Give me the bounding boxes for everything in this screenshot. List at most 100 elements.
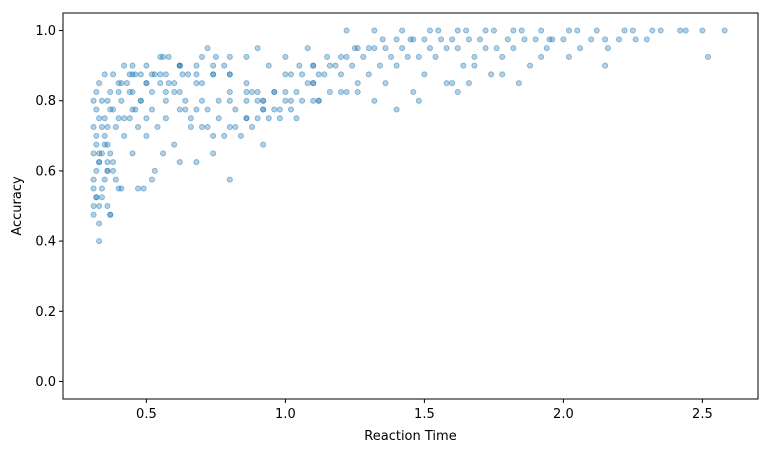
data-point (143, 62, 150, 69)
data-point (101, 115, 108, 122)
data-point (254, 88, 261, 95)
data-point (115, 115, 122, 122)
data-point (532, 36, 539, 43)
data-point (538, 53, 545, 60)
data-point (148, 106, 155, 113)
data-point (226, 53, 233, 60)
data-point (260, 141, 267, 148)
data-point (112, 124, 119, 131)
data-point (649, 27, 656, 34)
data-point (226, 176, 233, 183)
data-point (407, 36, 414, 43)
data-point (129, 62, 136, 69)
data-point (162, 97, 169, 104)
data-point (110, 167, 117, 174)
y-tick-label: 0.4 (35, 235, 56, 250)
data-point (426, 45, 433, 52)
data-point (449, 80, 456, 87)
data-point (148, 176, 155, 183)
data-point (187, 124, 194, 131)
data-point (135, 124, 142, 131)
data-point (265, 62, 272, 69)
data-point (98, 124, 105, 131)
data-point (471, 62, 478, 69)
data-point (140, 185, 147, 192)
data-point (176, 159, 183, 166)
data-point (354, 88, 361, 95)
data-point (493, 45, 500, 52)
data-point (518, 27, 525, 34)
data-point (126, 71, 133, 78)
data-point (137, 97, 144, 104)
data-point (96, 159, 103, 166)
data-point (90, 211, 97, 218)
data-point (162, 71, 169, 78)
data-point (232, 124, 239, 131)
data-point (510, 27, 517, 34)
data-point (126, 115, 133, 122)
data-point (93, 167, 100, 174)
data-point (171, 88, 178, 95)
data-point (204, 124, 211, 131)
data-point (538, 27, 545, 34)
data-point (515, 80, 522, 87)
data-point (93, 141, 100, 148)
data-point (704, 53, 711, 60)
scatter-points (90, 27, 728, 245)
data-point (574, 27, 581, 34)
data-point (157, 71, 164, 78)
data-point (438, 36, 445, 43)
data-point (96, 115, 103, 122)
data-point (449, 36, 456, 43)
data-point (465, 36, 472, 43)
data-point (198, 124, 205, 131)
data-point (482, 27, 489, 34)
data-point (226, 124, 233, 131)
data-point (182, 106, 189, 113)
data-point (393, 62, 400, 69)
data-point (221, 62, 228, 69)
data-point (132, 71, 139, 78)
data-point (243, 115, 250, 122)
data-point (616, 36, 623, 43)
data-point (282, 97, 289, 104)
data-point (243, 97, 250, 104)
data-point (379, 36, 386, 43)
data-point (179, 71, 186, 78)
data-point (118, 185, 125, 192)
data-point (154, 124, 161, 131)
data-point (107, 88, 114, 95)
data-point (343, 53, 350, 60)
data-point (193, 106, 200, 113)
data-point (176, 62, 183, 69)
data-point (148, 88, 155, 95)
data-point (110, 71, 117, 78)
data-point (135, 185, 142, 192)
data-point (565, 27, 572, 34)
data-point (171, 141, 178, 148)
data-point (115, 80, 122, 87)
data-point (337, 71, 344, 78)
data-point (210, 150, 217, 157)
y-tick-label: 0.2 (35, 305, 56, 320)
data-point (321, 71, 328, 78)
data-point (371, 97, 378, 104)
data-point (471, 53, 478, 60)
data-point (210, 62, 217, 69)
data-point (282, 88, 289, 95)
data-point (371, 45, 378, 52)
data-point (282, 71, 289, 78)
data-point (118, 97, 125, 104)
data-point (90, 202, 97, 209)
data-point (657, 27, 664, 34)
data-point (560, 36, 567, 43)
data-point (326, 88, 333, 95)
data-point (90, 185, 97, 192)
data-point (185, 71, 192, 78)
x-tick-label: 2.0 (553, 407, 574, 422)
data-point (299, 97, 306, 104)
data-point (577, 45, 584, 52)
data-point (90, 150, 97, 157)
data-point (101, 132, 108, 139)
data-point (490, 27, 497, 34)
